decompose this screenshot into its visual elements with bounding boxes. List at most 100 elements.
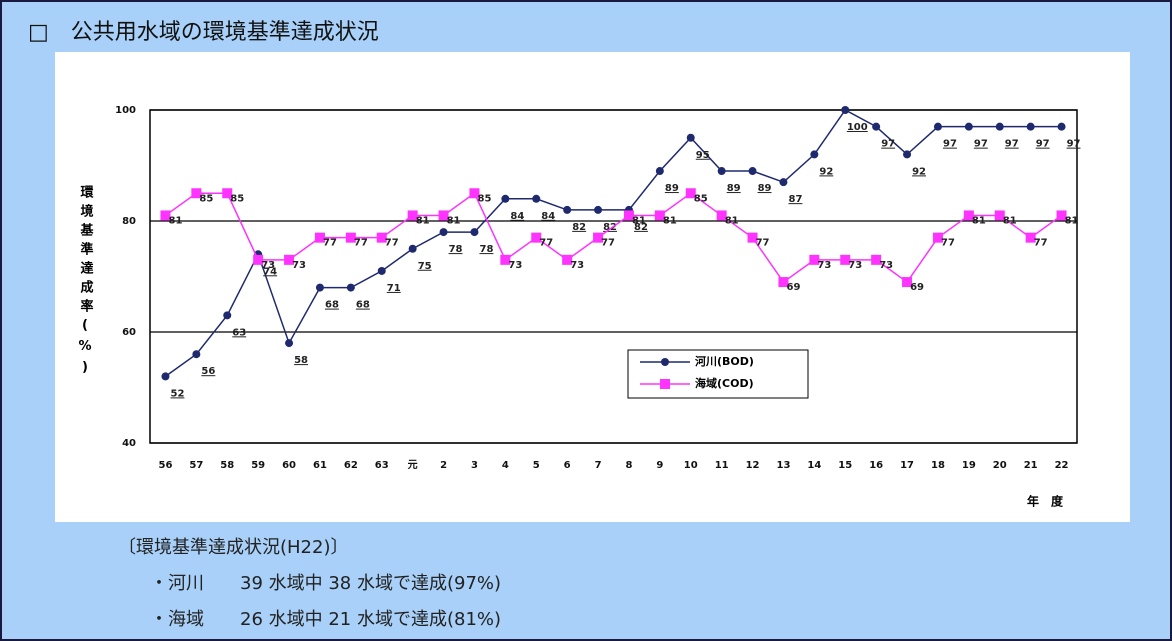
data-label: 73 — [261, 260, 275, 271]
data-label: 77 — [601, 238, 615, 249]
data-label: 58 — [294, 355, 308, 366]
x-tick-label: 14 — [807, 460, 821, 471]
data-label: 77 — [323, 238, 337, 249]
marker — [531, 232, 542, 243]
data-label: 81 — [972, 215, 986, 226]
data-label: 89 — [727, 183, 741, 194]
data-label: 56 — [201, 366, 215, 377]
marker — [562, 254, 573, 265]
data-label: 81 — [725, 215, 739, 226]
chart-panel — [55, 52, 1130, 522]
marker — [439, 228, 448, 237]
marker — [1026, 122, 1035, 131]
data-label: 85 — [694, 193, 708, 204]
marker — [501, 194, 510, 203]
y-tick-label: 80 — [122, 216, 136, 227]
data-label: 85 — [477, 193, 491, 204]
x-tick-label: 7 — [595, 460, 602, 471]
data-label: 77 — [539, 238, 553, 249]
data-label: 71 — [387, 283, 401, 294]
x-tick-label: 10 — [684, 460, 698, 471]
data-label: 97 — [881, 139, 895, 150]
data-label: 97 — [1005, 139, 1019, 150]
marker — [717, 167, 726, 176]
marker — [654, 210, 665, 221]
marker — [778, 277, 789, 288]
legend-marker — [660, 379, 670, 389]
data-label: 73 — [879, 260, 893, 271]
x-tick-label: 15 — [838, 460, 852, 471]
x-tick-label: 61 — [313, 460, 327, 471]
data-label: 100 — [847, 122, 868, 133]
marker — [470, 228, 479, 237]
x-tick-label: 5 — [533, 460, 540, 471]
x-tick-label: 12 — [746, 460, 760, 471]
x-tick-label: 63 — [375, 460, 389, 471]
data-label: 77 — [941, 238, 955, 249]
marker — [995, 122, 1004, 131]
marker — [408, 244, 417, 253]
data-label: 92 — [819, 166, 833, 177]
x-tick-label: 16 — [869, 460, 883, 471]
marker — [840, 254, 851, 265]
data-label: 87 — [788, 194, 802, 205]
data-label: 75 — [418, 261, 432, 272]
data-label: 97 — [974, 139, 988, 150]
title: □ 公共用水域の環境基準達成状況 — [28, 20, 379, 45]
marker — [716, 210, 727, 221]
x-tick-label: 6 — [564, 460, 571, 471]
data-label: 77 — [756, 238, 770, 249]
marker — [222, 188, 233, 199]
y-tick-label: 40 — [122, 438, 136, 449]
marker — [685, 188, 696, 199]
x-tick-label: 3 — [471, 460, 478, 471]
x-tick-label: 18 — [931, 460, 945, 471]
marker — [345, 232, 356, 243]
legend-label: 海域(COD) — [695, 376, 754, 390]
x-tick-label: 21 — [1024, 460, 1038, 471]
x-tick-label: 56 — [158, 460, 172, 471]
data-label: 74 — [263, 266, 277, 277]
marker — [500, 254, 511, 265]
x-tick-label: 元 — [408, 459, 418, 471]
x-tick-label: 9 — [656, 460, 663, 471]
marker — [748, 167, 757, 176]
x-tick-label: 20 — [993, 460, 1007, 471]
data-label: 73 — [817, 260, 831, 271]
marker — [284, 254, 295, 265]
data-label: 81 — [632, 215, 646, 226]
marker — [747, 232, 758, 243]
marker — [964, 122, 973, 131]
y-tick-label: 100 — [115, 105, 136, 116]
data-label: 85 — [199, 193, 213, 204]
marker — [314, 232, 325, 243]
marker — [655, 167, 664, 176]
marker — [1057, 122, 1066, 131]
data-label: 78 — [449, 244, 463, 255]
data-label: 68 — [356, 300, 370, 311]
data-label: 78 — [479, 244, 493, 255]
y-tick-label: 60 — [122, 327, 136, 338]
data-label: 97 — [943, 139, 957, 150]
marker — [902, 277, 913, 288]
data-label: 63 — [232, 327, 246, 338]
series-line — [165, 192, 1062, 284]
marker — [593, 232, 604, 243]
marker — [346, 283, 355, 292]
x-axis-label: 年 度 — [1027, 494, 1064, 509]
data-label: 77 — [385, 238, 399, 249]
marker — [469, 188, 480, 199]
marker — [438, 210, 449, 221]
data-label: 81 — [447, 215, 461, 226]
note: ・河川 39 水域中 38 水域で達成(97%) — [150, 573, 501, 594]
data-label: 82 — [603, 222, 617, 233]
marker — [161, 372, 170, 381]
note: ・海域 26 水域中 21 水域で達成(81%) — [150, 609, 501, 630]
marker — [192, 350, 201, 359]
data-label: 81 — [1003, 215, 1017, 226]
marker — [932, 232, 943, 243]
marker — [532, 194, 541, 203]
marker — [223, 311, 232, 320]
data-label: 81 — [663, 215, 677, 226]
